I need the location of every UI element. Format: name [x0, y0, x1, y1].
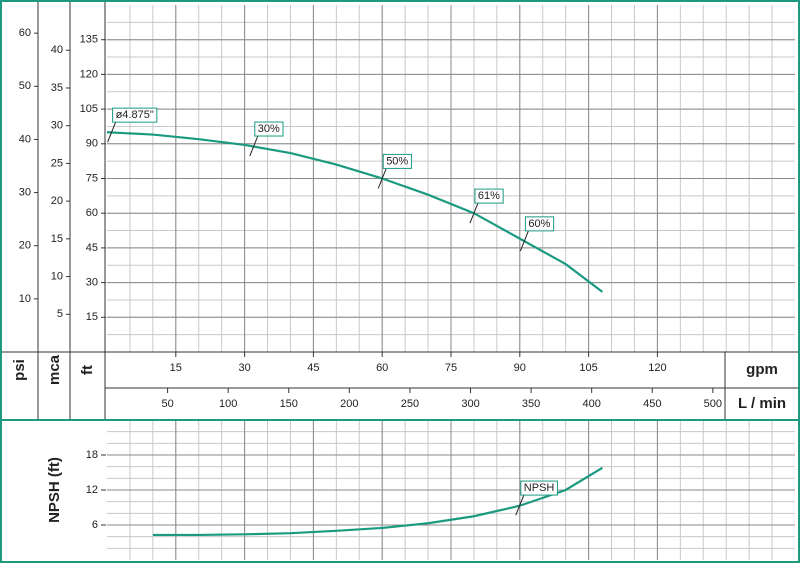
- y-tick-label: 12: [86, 484, 98, 496]
- y-tick-label: 5: [57, 308, 63, 320]
- axis-label: mca: [46, 354, 63, 385]
- x2-tick-label: 100: [219, 398, 237, 410]
- axis-label: ft: [79, 365, 96, 375]
- annotation-box: [382, 153, 412, 169]
- y-tick-label: 45: [86, 242, 98, 254]
- y-tick-label: 20: [51, 195, 63, 207]
- x2-tick-label: 500: [704, 398, 722, 410]
- x2-tick-label: 200: [340, 398, 358, 410]
- x-tick-label: 15: [170, 362, 182, 374]
- annotation-label: 30%: [258, 123, 280, 135]
- y-tick-label: 15: [51, 233, 63, 245]
- x2-tick-label: 400: [582, 398, 600, 410]
- annotation-box: [254, 121, 284, 137]
- y-tick-label: 15: [86, 311, 98, 323]
- x-tick-label: 105: [579, 362, 597, 374]
- annotation-label: 60%: [528, 218, 550, 230]
- annotation-label: NPSH: [524, 482, 555, 494]
- y-tick-label: 90: [86, 138, 98, 150]
- y-tick-label: 40: [51, 44, 63, 56]
- annotation-box: [112, 107, 158, 123]
- x2-tick-label: 450: [643, 398, 661, 410]
- annotation-tick: [469, 203, 479, 224]
- annotation-tick: [515, 494, 525, 516]
- y-tick-label: 30: [51, 120, 63, 132]
- y-tick-label: 40: [19, 133, 31, 145]
- grid: [107, 5, 795, 560]
- annotation-box: [524, 216, 555, 232]
- annotation-label: 61%: [478, 190, 500, 202]
- annotation-label: 50%: [386, 155, 408, 167]
- x2-tick-label: 350: [522, 398, 540, 410]
- y-tick-label: 18: [86, 449, 98, 461]
- x-tick-label: 45: [307, 362, 319, 374]
- axis-label: L / min: [738, 395, 786, 412]
- annotation-tick: [377, 168, 387, 189]
- y-tick-label: 25: [51, 157, 63, 169]
- axis-label: gpm: [746, 361, 778, 378]
- annotation-tick: [107, 122, 117, 143]
- x2-tick-label: 250: [401, 398, 419, 410]
- y-tick-label: 135: [80, 34, 98, 46]
- y-tick-label: 75: [86, 172, 98, 184]
- x-tick-label: 30: [238, 362, 250, 374]
- x2-tick-label: 300: [461, 398, 479, 410]
- y-tick-label: 20: [19, 240, 31, 252]
- y-tick-label: 10: [51, 270, 63, 282]
- x2-tick-label: 50: [161, 398, 173, 410]
- y-tick-label: 30: [19, 186, 31, 198]
- annotation-box: [520, 480, 558, 496]
- axis-label: psi: [11, 359, 28, 381]
- x-tick-label: 90: [514, 362, 526, 374]
- y-tick-label: 50: [19, 80, 31, 92]
- x2-tick-label: 150: [280, 398, 298, 410]
- y-tick-label: 6: [92, 519, 98, 531]
- y-tick-label: 60: [19, 27, 31, 39]
- x-tick-label: 60: [376, 362, 388, 374]
- x-tick-label: 75: [445, 362, 457, 374]
- annotation-label: ø4.875": [116, 109, 154, 121]
- annotation-box: [474, 188, 504, 204]
- axis-label: NPSH (ft): [46, 457, 63, 523]
- y-tick-label: 120: [80, 68, 98, 80]
- annotation-tick: [249, 135, 259, 157]
- y-tick-label: 10: [19, 293, 31, 305]
- curve: [106, 131, 604, 293]
- y-tick-label: 30: [86, 277, 98, 289]
- y-tick-label: 35: [51, 82, 63, 94]
- y-tick-label: 105: [80, 103, 98, 115]
- y-tick-label: 60: [86, 207, 98, 219]
- x-tick-label: 120: [648, 362, 666, 374]
- curve: [152, 466, 603, 537]
- annotation-tick: [519, 230, 529, 252]
